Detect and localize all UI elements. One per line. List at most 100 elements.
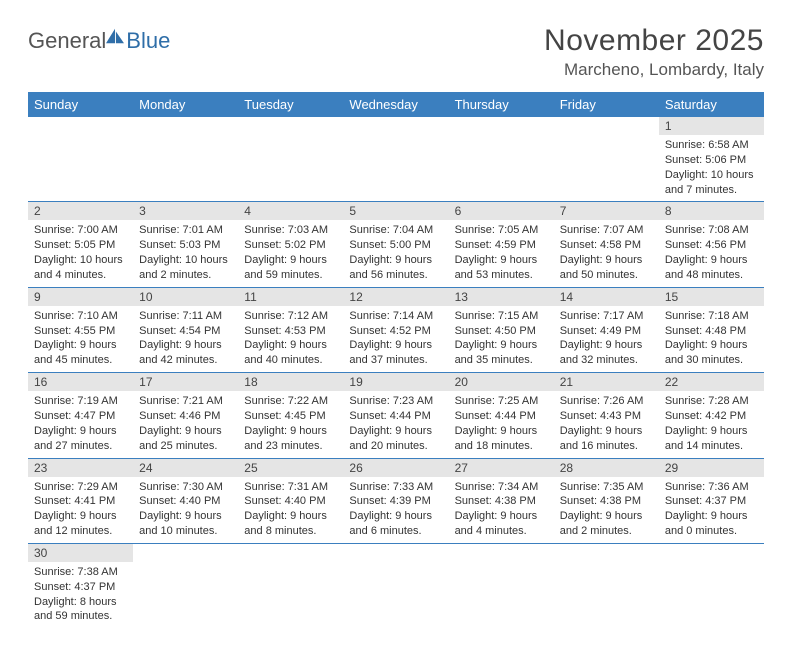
calendar-row: 23Sunrise: 7:29 AMSunset: 4:41 PMDayligh… [28,458,764,543]
calendar-cell: 12Sunrise: 7:14 AMSunset: 4:52 PMDayligh… [343,287,448,372]
weekday-header-row: Sunday Monday Tuesday Wednesday Thursday… [28,92,764,117]
day-number: 3 [133,202,238,220]
day-number: 22 [659,373,764,391]
calendar-cell: 28Sunrise: 7:35 AMSunset: 4:38 PMDayligh… [554,458,659,543]
day-details: Sunrise: 7:07 AMSunset: 4:58 PMDaylight:… [554,220,659,286]
day-number: 25 [238,459,343,477]
calendar-row: 16Sunrise: 7:19 AMSunset: 4:47 PMDayligh… [28,373,764,458]
day-number: 12 [343,288,448,306]
day-details: Sunrise: 7:36 AMSunset: 4:37 PMDaylight:… [659,477,764,543]
calendar-cell [554,543,659,628]
calendar-row: 1Sunrise: 6:58 AMSunset: 5:06 PMDaylight… [28,117,764,202]
day-details: Sunrise: 7:22 AMSunset: 4:45 PMDaylight:… [238,391,343,457]
day-number: 16 [28,373,133,391]
day-details: Sunrise: 7:31 AMSunset: 4:40 PMDaylight:… [238,477,343,543]
day-number: 13 [449,288,554,306]
weekday-header: Thursday [449,92,554,117]
day-number: 14 [554,288,659,306]
calendar-cell [343,543,448,628]
day-details: Sunrise: 7:35 AMSunset: 4:38 PMDaylight:… [554,477,659,543]
calendar-cell [133,543,238,628]
day-details: Sunrise: 7:12 AMSunset: 4:53 PMDaylight:… [238,306,343,372]
day-number: 23 [28,459,133,477]
calendar-cell: 6Sunrise: 7:05 AMSunset: 4:59 PMDaylight… [449,202,554,287]
logo-sail-icon [104,27,126,45]
day-details: Sunrise: 7:33 AMSunset: 4:39 PMDaylight:… [343,477,448,543]
day-number: 28 [554,459,659,477]
day-details: Sunrise: 7:04 AMSunset: 5:00 PMDaylight:… [343,220,448,286]
calendar-cell: 11Sunrise: 7:12 AMSunset: 4:53 PMDayligh… [238,287,343,372]
day-number: 15 [659,288,764,306]
day-number: 24 [133,459,238,477]
day-number: 18 [238,373,343,391]
logo: General Blue [28,28,170,54]
calendar-cell: 4Sunrise: 7:03 AMSunset: 5:02 PMDaylight… [238,202,343,287]
calendar-cell: 25Sunrise: 7:31 AMSunset: 4:40 PMDayligh… [238,458,343,543]
day-details: Sunrise: 7:28 AMSunset: 4:42 PMDaylight:… [659,391,764,457]
day-details: Sunrise: 7:15 AMSunset: 4:50 PMDaylight:… [449,306,554,372]
calendar-cell: 3Sunrise: 7:01 AMSunset: 5:03 PMDaylight… [133,202,238,287]
day-details: Sunrise: 7:01 AMSunset: 5:03 PMDaylight:… [133,220,238,286]
day-number: 29 [659,459,764,477]
day-number: 21 [554,373,659,391]
calendar-cell: 29Sunrise: 7:36 AMSunset: 4:37 PMDayligh… [659,458,764,543]
day-details: Sunrise: 7:21 AMSunset: 4:46 PMDaylight:… [133,391,238,457]
weekday-header: Saturday [659,92,764,117]
day-details: Sunrise: 7:18 AMSunset: 4:48 PMDaylight:… [659,306,764,372]
day-details: Sunrise: 7:19 AMSunset: 4:47 PMDaylight:… [28,391,133,457]
month-title: November 2025 [544,24,764,58]
calendar-cell: 20Sunrise: 7:25 AMSunset: 4:44 PMDayligh… [449,373,554,458]
day-number: 1 [659,117,764,135]
day-details: Sunrise: 7:23 AMSunset: 4:44 PMDaylight:… [343,391,448,457]
day-details: Sunrise: 7:08 AMSunset: 4:56 PMDaylight:… [659,220,764,286]
calendar-cell: 26Sunrise: 7:33 AMSunset: 4:39 PMDayligh… [343,458,448,543]
calendar-row: 9Sunrise: 7:10 AMSunset: 4:55 PMDaylight… [28,287,764,372]
calendar-cell [343,117,448,202]
calendar-cell: 2Sunrise: 7:00 AMSunset: 5:05 PMDaylight… [28,202,133,287]
calendar-row: 30Sunrise: 7:38 AMSunset: 4:37 PMDayligh… [28,543,764,628]
calendar-cell [449,117,554,202]
calendar-cell: 18Sunrise: 7:22 AMSunset: 4:45 PMDayligh… [238,373,343,458]
calendar-cell: 23Sunrise: 7:29 AMSunset: 4:41 PMDayligh… [28,458,133,543]
day-number: 5 [343,202,448,220]
day-details: Sunrise: 6:58 AMSunset: 5:06 PMDaylight:… [659,135,764,201]
calendar-cell: 24Sunrise: 7:30 AMSunset: 4:40 PMDayligh… [133,458,238,543]
calendar-cell [554,117,659,202]
calendar-cell: 13Sunrise: 7:15 AMSunset: 4:50 PMDayligh… [449,287,554,372]
day-details: Sunrise: 7:03 AMSunset: 5:02 PMDaylight:… [238,220,343,286]
day-number: 9 [28,288,133,306]
day-details: Sunrise: 7:14 AMSunset: 4:52 PMDaylight:… [343,306,448,372]
calendar-row: 2Sunrise: 7:00 AMSunset: 5:05 PMDaylight… [28,202,764,287]
calendar-cell: 7Sunrise: 7:07 AMSunset: 4:58 PMDaylight… [554,202,659,287]
calendar-cell: 21Sunrise: 7:26 AMSunset: 4:43 PMDayligh… [554,373,659,458]
day-details: Sunrise: 7:11 AMSunset: 4:54 PMDaylight:… [133,306,238,372]
calendar-cell [133,117,238,202]
day-number: 7 [554,202,659,220]
calendar-cell: 30Sunrise: 7:38 AMSunset: 4:37 PMDayligh… [28,543,133,628]
calendar-cell [449,543,554,628]
calendar-cell: 27Sunrise: 7:34 AMSunset: 4:38 PMDayligh… [449,458,554,543]
calendar-cell [28,117,133,202]
location: Marcheno, Lombardy, Italy [544,60,764,80]
calendar-cell [238,543,343,628]
page-header: General Blue November 2025 Marcheno, Lom… [28,24,764,80]
calendar-cell: 22Sunrise: 7:28 AMSunset: 4:42 PMDayligh… [659,373,764,458]
calendar-cell: 5Sunrise: 7:04 AMSunset: 5:00 PMDaylight… [343,202,448,287]
calendar-cell: 10Sunrise: 7:11 AMSunset: 4:54 PMDayligh… [133,287,238,372]
day-number: 4 [238,202,343,220]
day-number: 11 [238,288,343,306]
day-number: 27 [449,459,554,477]
day-details: Sunrise: 7:29 AMSunset: 4:41 PMDaylight:… [28,477,133,543]
day-details: Sunrise: 7:00 AMSunset: 5:05 PMDaylight:… [28,220,133,286]
title-block: November 2025 Marcheno, Lombardy, Italy [544,24,764,80]
calendar-cell: 9Sunrise: 7:10 AMSunset: 4:55 PMDaylight… [28,287,133,372]
day-details: Sunrise: 7:25 AMSunset: 4:44 PMDaylight:… [449,391,554,457]
calendar-body: 1Sunrise: 6:58 AMSunset: 5:06 PMDaylight… [28,117,764,628]
weekday-header: Friday [554,92,659,117]
calendar-table: Sunday Monday Tuesday Wednesday Thursday… [28,92,764,628]
day-number: 6 [449,202,554,220]
calendar-cell: 19Sunrise: 7:23 AMSunset: 4:44 PMDayligh… [343,373,448,458]
calendar-cell [659,543,764,628]
day-number: 2 [28,202,133,220]
day-number: 17 [133,373,238,391]
